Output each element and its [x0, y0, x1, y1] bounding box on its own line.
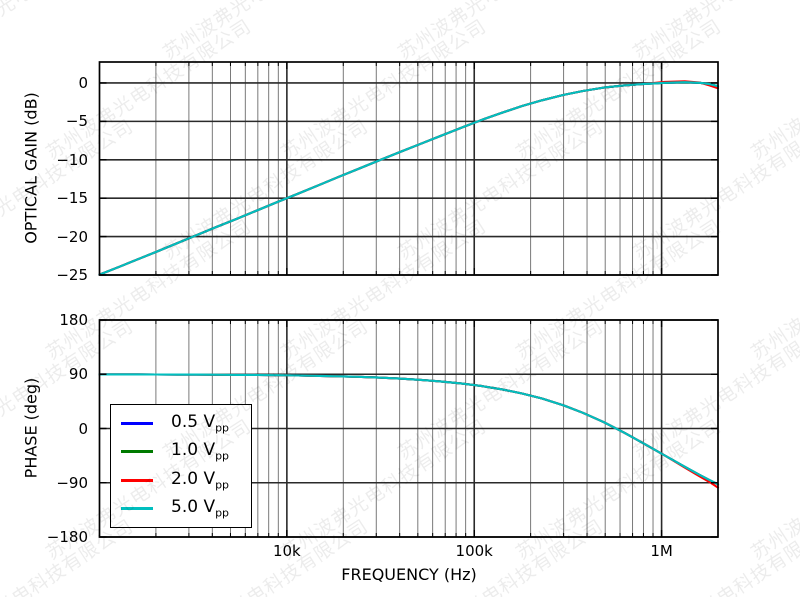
gain-y-tick-label: −15: [56, 189, 88, 208]
x-tick-label: 1M: [650, 542, 673, 560]
gain-y-tick-label: −5: [65, 112, 88, 131]
gain-axes-frame: [98, 61, 719, 276]
legend-item: 2.0 Vpp: [121, 468, 241, 491]
gain-y-tick-label: −25: [56, 266, 88, 284]
gain-y-tick-label: −10: [56, 150, 88, 169]
legend-item: 0.5 Vpp: [121, 411, 241, 434]
x-tick-label: 100k: [455, 542, 493, 560]
legend: 0.5 Vpp 1.0 Vpp 2.0 Vpp 5.0 Vpp: [110, 404, 252, 528]
phase-curve-5.0Vpp: [98, 373, 720, 486]
legend-line-sample: [121, 507, 153, 511]
phase-y-tick-label: −180: [46, 528, 88, 546]
gain-curve-0.5Vpp: [98, 81, 720, 276]
phase-y-tick-label: 90: [68, 365, 88, 384]
x-tick-label: 10k: [272, 542, 301, 560]
legend-item-label: 5.0 Vpp: [171, 497, 230, 520]
phase-y-tick-label: 0: [78, 419, 88, 438]
gain-y-tick-label: −20: [56, 227, 88, 246]
legend-item-label: 1.0 Vpp: [171, 440, 230, 463]
legend-line-sample: [121, 478, 153, 482]
gain-curve-2.0Vpp: [98, 80, 720, 276]
phase-y-tick-label: 180: [59, 311, 88, 329]
gain-curve-5.0Vpp: [98, 81, 720, 276]
legend-item-label: 0.5 Vpp: [171, 411, 230, 434]
phase-y-tick-label: −90: [56, 473, 88, 492]
legend-line-sample: [121, 450, 153, 454]
legend-item: 1.0 Vpp: [121, 440, 241, 463]
x-axis-label: FREQUENCY (Hz): [341, 565, 477, 584]
gain-y-tick-label: 0: [78, 73, 88, 92]
legend-line-sample: [121, 421, 153, 425]
gain-curve-1.0Vpp: [98, 81, 720, 276]
legend-item-label: 2.0 Vpp: [171, 468, 230, 491]
legend-item: 5.0 Vpp: [121, 497, 241, 520]
